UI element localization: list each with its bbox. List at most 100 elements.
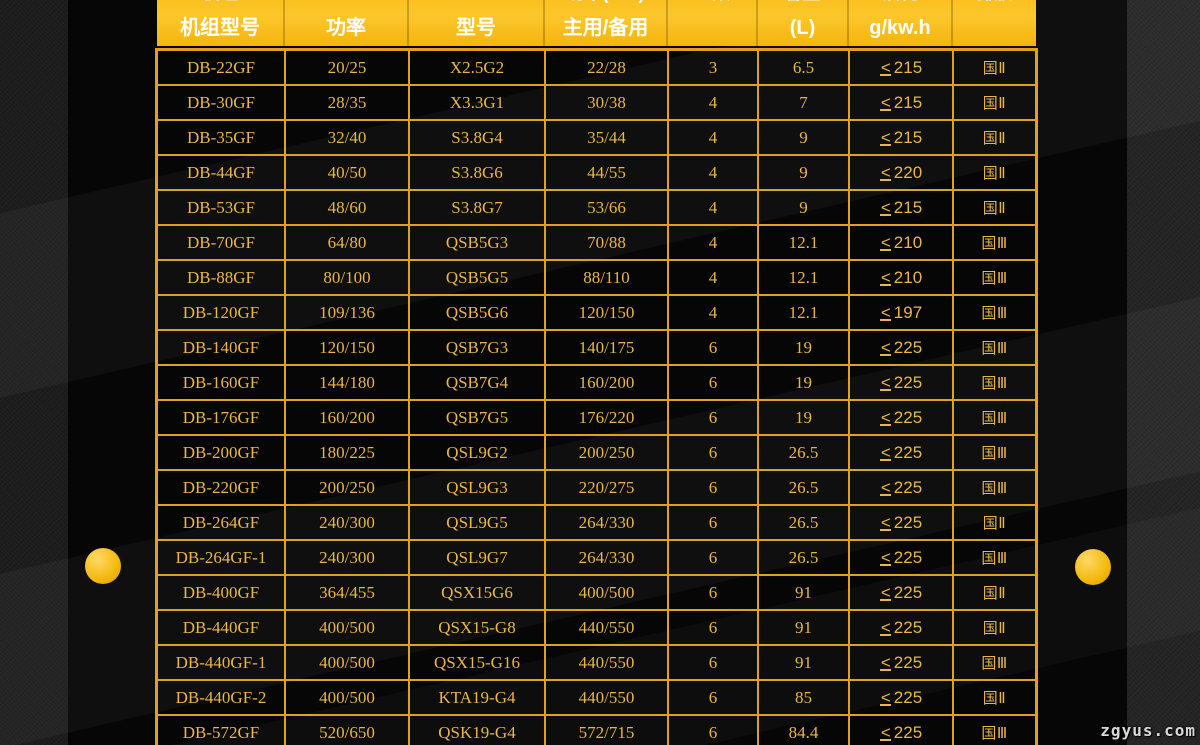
cell-engine-model: S3.8G6 [409, 155, 545, 190]
cell-power: 520/650 [285, 715, 409, 745]
cell-power-kw: 264/330 [545, 505, 668, 540]
less-equal-glyph: < [879, 302, 891, 322]
header-line1: 容量 [785, 0, 821, 6]
cell-power-kw: 35/44 [545, 120, 668, 155]
cell-cylinders: 6 [668, 470, 758, 505]
cell-emission: 国Ⅲ [953, 470, 1036, 505]
cell-fuel-gkwh: <215 [849, 120, 953, 155]
less-equal-glyph: < [879, 232, 891, 252]
cell-cylinders: 6 [668, 715, 758, 745]
cell-power-kw: 264/330 [545, 540, 668, 575]
cell-capacity-l: 19 [758, 400, 849, 435]
cell-power: 364/455 [285, 575, 409, 610]
cell-fuel-gkwh: <215 [849, 50, 953, 85]
cell-power: 240/300 [285, 505, 409, 540]
cell-capacity-l: 26.5 [758, 505, 849, 540]
cell-unit-model: DB-200GF [157, 435, 285, 470]
cell-unit-model: DB-88GF [157, 260, 285, 295]
background-left-strip [0, 0, 68, 745]
cell-power: 80/100 [285, 260, 409, 295]
cell-capacity-l: 91 [758, 575, 849, 610]
less-equal-glyph: < [879, 337, 891, 357]
cell-capacity-l: 26.5 [758, 470, 849, 505]
cell-cylinders: 4 [668, 260, 758, 295]
cell-emission: 国Ⅲ [953, 330, 1036, 365]
cell-cylinders: 6 [668, 680, 758, 715]
cell-unit-model: DB-35GF [157, 120, 285, 155]
header-line2: 型号 [456, 17, 496, 39]
cell-unit-model: DB-140GF [157, 330, 285, 365]
less-equal-glyph: < [879, 582, 891, 602]
cell-engine-model: X3.3G1 [409, 85, 545, 120]
cell-engine-model: QSB7G3 [409, 330, 545, 365]
cell-power-kw: 440/550 [545, 680, 668, 715]
cell-capacity-l: 19 [758, 365, 849, 400]
less-equal-glyph: < [879, 57, 891, 77]
cell-power: 20/25 [285, 50, 409, 85]
cell-unit-model: DB-120GF [157, 295, 285, 330]
cell-capacity-l: 9 [758, 155, 849, 190]
cell-cylinders: 6 [668, 575, 758, 610]
cell-emission: 国Ⅱ [953, 575, 1036, 610]
header-cell-unit-model: 机组机组型号 [157, 0, 285, 46]
cell-engine-model: QSB5G6 [409, 295, 545, 330]
less-equal-glyph: < [879, 617, 891, 637]
less-equal-glyph: < [879, 372, 891, 392]
cell-fuel-gkwh: <197 [849, 295, 953, 330]
cell-cylinders: 4 [668, 190, 758, 225]
cell-cylinders: 4 [668, 225, 758, 260]
cell-unit-model: DB-70GF [157, 225, 285, 260]
less-equal-glyph: < [879, 92, 891, 112]
cell-power: 64/80 [285, 225, 409, 260]
cell-unit-model: DB-22GF [157, 50, 285, 85]
cell-power: 240/300 [285, 540, 409, 575]
cell-power-kw: 440/550 [545, 610, 668, 645]
cell-fuel-gkwh: <225 [849, 365, 953, 400]
cell-engine-model: QSB7G4 [409, 365, 545, 400]
cell-engine-model: QSB7G5 [409, 400, 545, 435]
cell-power: 400/500 [285, 680, 409, 715]
header-line2: 功率 [326, 17, 366, 39]
less-equal-glyph: < [879, 687, 891, 707]
header-cell-fuel-gkwh: 油耗 g/kw.h [849, 0, 953, 46]
cell-emission: 国Ⅲ [953, 540, 1036, 575]
header-line1: 油耗 [882, 0, 918, 6]
cell-cylinders: 6 [668, 365, 758, 400]
less-equal-glyph: < [879, 722, 891, 742]
less-equal-glyph: < [879, 197, 891, 217]
cell-engine-model: S3.8G4 [409, 120, 545, 155]
cell-capacity-l: 26.5 [758, 540, 849, 575]
cell-power-kw: 200/250 [545, 435, 668, 470]
cell-fuel-gkwh: <225 [849, 540, 953, 575]
cell-fuel-gkwh: <225 [849, 575, 953, 610]
cell-power-kw: 88/110 [545, 260, 668, 295]
cell-power-kw: 22/28 [545, 50, 668, 85]
cell-cylinders: 6 [668, 435, 758, 470]
watermark: zgyus.com [1100, 721, 1196, 740]
cell-cylinders: 6 [668, 505, 758, 540]
cell-power-kw: 176/220 [545, 400, 668, 435]
spec-table-body: DB-22GF 20/25 X2.5G2 22/28 3 6.5 <215 国Ⅱ DB-30GF… [155, 48, 1038, 745]
cell-fuel-gkwh: <225 [849, 470, 953, 505]
cell-unit-model: DB-264GF [157, 505, 285, 540]
cell-fuel-gkwh: <215 [849, 190, 953, 225]
header-cell-cylinders: 缸数 [668, 0, 758, 46]
cell-engine-model: QSL9G2 [409, 435, 545, 470]
cell-engine-model: QSK19-G4 [409, 715, 545, 745]
cell-unit-model: DB-440GF-2 [157, 680, 285, 715]
cell-power: 400/500 [285, 645, 409, 680]
carousel-dot-left[interactable] [85, 548, 121, 584]
carousel-dot-right[interactable] [1075, 549, 1111, 585]
cell-capacity-l: 12.1 [758, 295, 849, 330]
cell-capacity-l: 7 [758, 85, 849, 120]
cell-fuel-gkwh: <215 [849, 85, 953, 120]
cell-engine-model: X2.5G2 [409, 50, 545, 85]
cell-cylinders: 4 [668, 155, 758, 190]
less-equal-glyph: < [879, 652, 891, 672]
cell-fuel-gkwh: <220 [849, 155, 953, 190]
cell-emission: 国Ⅱ [953, 85, 1036, 120]
cell-engine-model: QSL9G7 [409, 540, 545, 575]
cell-unit-model: DB-440GF [157, 610, 285, 645]
cell-power-kw: 400/500 [545, 575, 668, 610]
